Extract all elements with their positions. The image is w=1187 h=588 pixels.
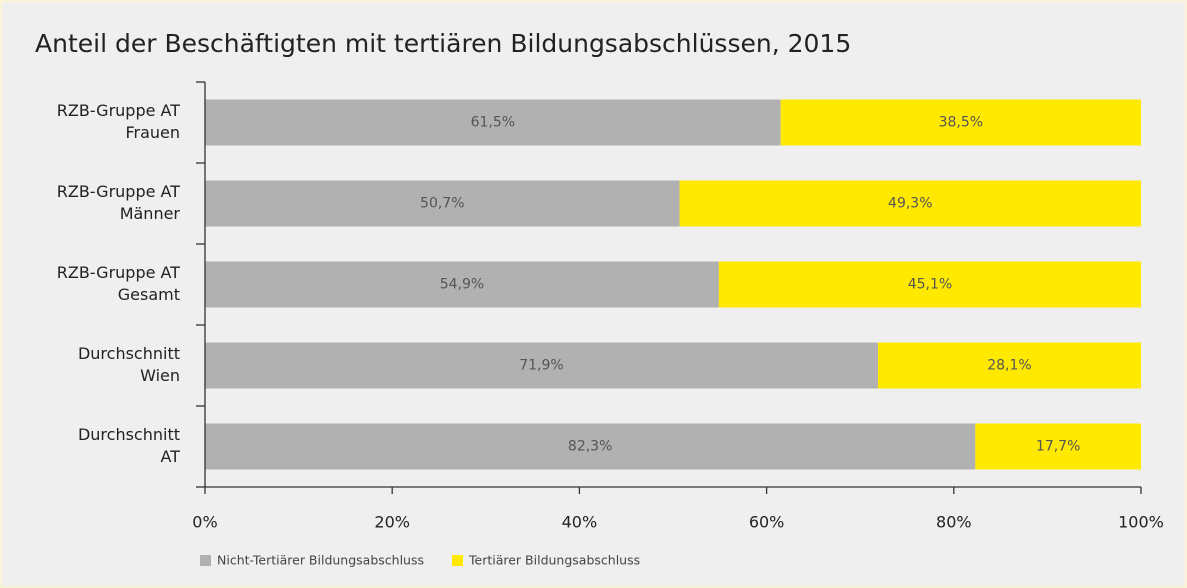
data-label: 50,7% — [420, 196, 464, 212]
data-label: 54,9% — [440, 277, 484, 293]
y-tick-label: AT — [161, 447, 181, 466]
y-tick-label: RZB-Gruppe AT — [57, 182, 180, 201]
data-label: 17,7% — [1036, 439, 1080, 455]
x-tick-label: 60% — [749, 513, 785, 532]
y-tick-label: Durchschnitt — [78, 425, 180, 444]
chart-title: Anteil der Beschäftigten mit tertiären B… — [35, 29, 851, 58]
bar-segment — [205, 99, 781, 146]
bar-segment — [205, 261, 719, 308]
x-tick-label: 0% — [192, 513, 217, 532]
y-tick-label: Männer — [120, 204, 181, 223]
x-tick-label: 100% — [1118, 513, 1164, 532]
bar-segment — [877, 342, 1141, 389]
data-label: 71,9% — [519, 358, 563, 374]
legend-label: Tertiärer Bildungsabschluss — [468, 553, 640, 568]
bar-segment — [205, 180, 680, 227]
y-tick-label: RZB-Gruppe AT — [57, 263, 180, 282]
y-tick-label: RZB-Gruppe AT — [57, 101, 180, 120]
y-tick-label: Durchschnitt — [78, 344, 180, 363]
bar-segment — [975, 423, 1141, 470]
data-label: 61,5% — [471, 115, 515, 131]
legend-label: Nicht-Tertiärer Bildungsabschluss — [217, 553, 424, 568]
legend-swatch — [452, 555, 463, 566]
data-label: 38,5% — [939, 115, 983, 131]
legend-swatch — [200, 555, 211, 566]
bar-segment — [205, 423, 976, 470]
y-tick-label: Gesamt — [118, 285, 180, 304]
x-tick-label: 40% — [562, 513, 598, 532]
bar-segment — [679, 180, 1141, 227]
data-label: 49,3% — [888, 196, 932, 212]
x-tick-label: 80% — [936, 513, 972, 532]
data-label: 45,1% — [908, 277, 952, 293]
bar-segment — [780, 99, 1141, 146]
data-label: 28,1% — [987, 358, 1031, 374]
y-tick-label: Wien — [140, 366, 180, 385]
data-label: 82,3% — [568, 439, 612, 455]
y-tick-label: Frauen — [125, 123, 180, 142]
bar-segment — [718, 261, 1141, 308]
bar-segment — [205, 342, 878, 389]
x-tick-label: 20% — [374, 513, 410, 532]
